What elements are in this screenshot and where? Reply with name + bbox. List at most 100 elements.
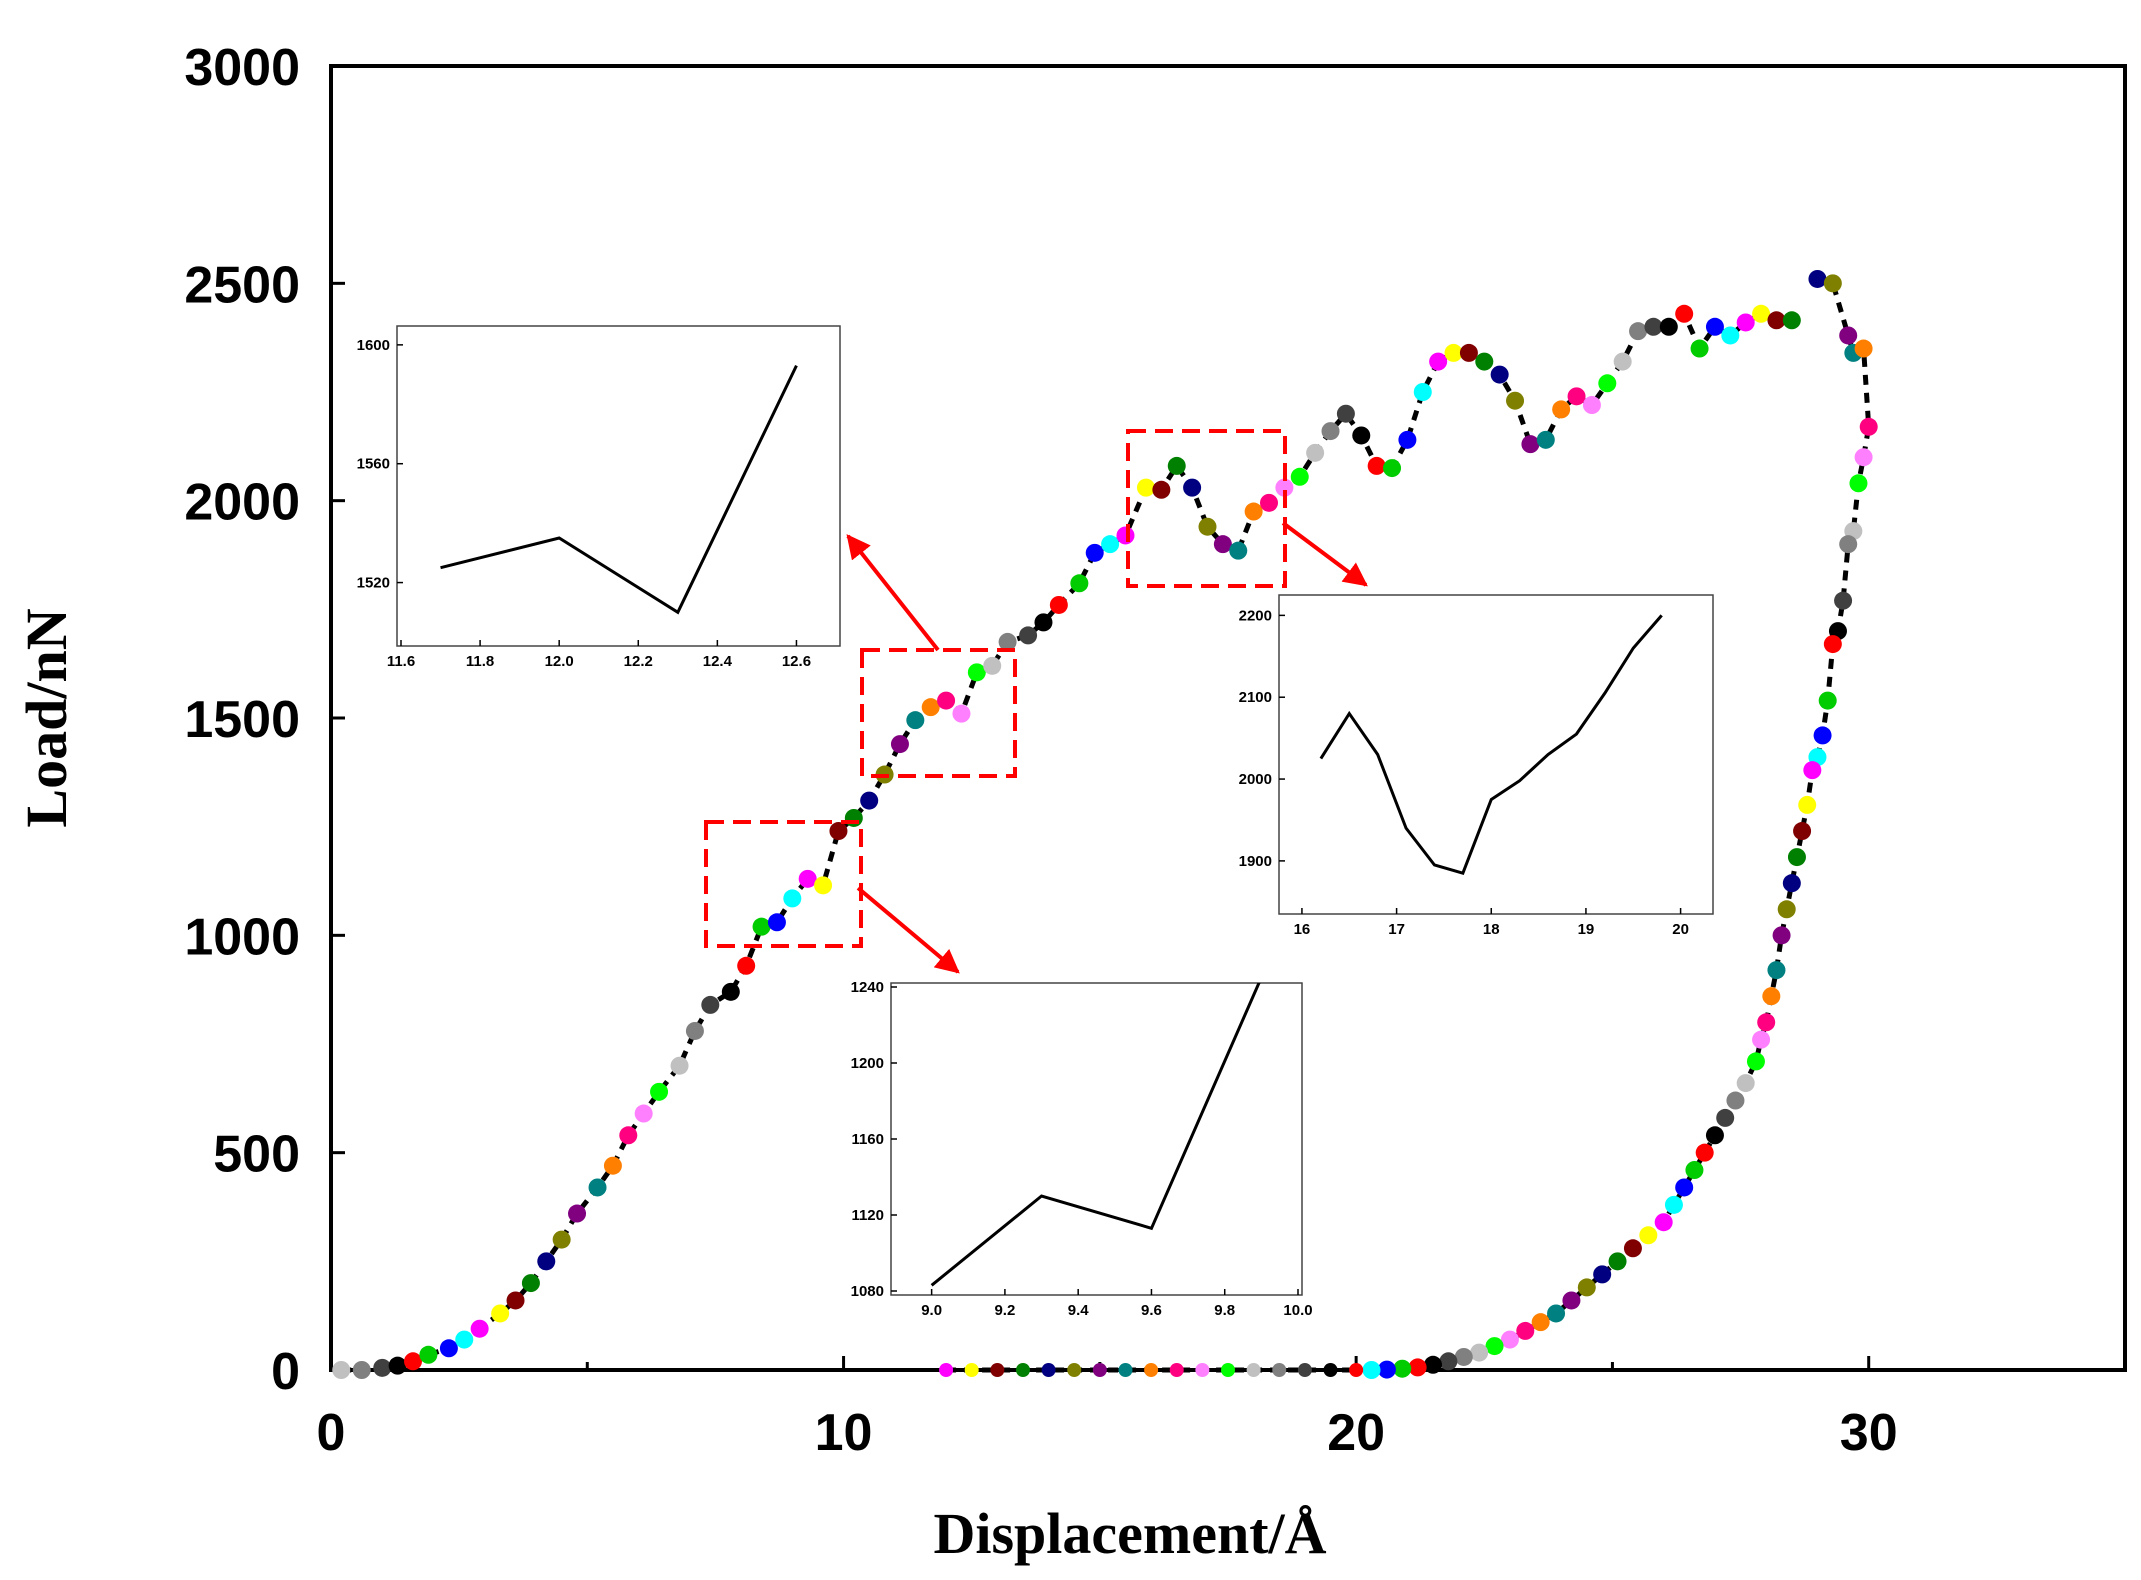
y-tick-label: 3000 xyxy=(184,39,300,97)
inset-c-frame xyxy=(890,982,1303,1296)
loading-point xyxy=(603,1156,622,1175)
unloading-point xyxy=(1839,326,1858,345)
unloading-point xyxy=(1516,1321,1535,1340)
loading-point xyxy=(1229,541,1248,560)
loading-point xyxy=(1183,478,1202,497)
inset-a-x-tick-label: 11.6 xyxy=(387,653,415,670)
inset-b-x-tick-label: 17 xyxy=(1388,921,1405,938)
loading-point xyxy=(650,1082,669,1101)
loading-point xyxy=(1675,304,1694,323)
unloading-point xyxy=(1623,1239,1642,1258)
baseline-point xyxy=(1041,1363,1056,1377)
loading-point xyxy=(588,1178,607,1197)
inset-a-x-tick-label: 12.4 xyxy=(703,653,733,670)
inset-a-x-tick-label: 12.0 xyxy=(545,653,574,670)
loading-point xyxy=(1034,613,1053,632)
inset-b: 16 17 18 19 20 1900 2000 2100 2200 xyxy=(1239,594,1714,938)
inset-c-y-tick-label: 1160 xyxy=(851,1131,884,1148)
unloading-point xyxy=(1787,848,1806,867)
highlight-box-c xyxy=(704,820,863,948)
loading-point xyxy=(721,982,740,1001)
loading-point xyxy=(1101,535,1120,554)
loading-point xyxy=(685,1021,704,1040)
loading-point xyxy=(670,1056,689,1075)
loading-point xyxy=(844,808,863,827)
loading-point xyxy=(1275,478,1294,497)
loading-point xyxy=(814,876,833,895)
inset-c-y-tick-label: 1240 xyxy=(851,979,884,996)
unloading-point xyxy=(1639,1226,1658,1245)
x-tick-label: 10 xyxy=(815,1404,873,1462)
unloading-point xyxy=(1454,1347,1473,1366)
inset-c-y-tick-label: 1120 xyxy=(851,1207,884,1224)
loading-point xyxy=(1116,526,1135,545)
unloading-point xyxy=(1439,1352,1458,1371)
unloading-point xyxy=(1716,1108,1735,1127)
loading-point xyxy=(1490,365,1509,384)
inset-b-y-tick-label: 2000 xyxy=(1239,771,1272,788)
loading-point xyxy=(352,1361,371,1379)
loading-point xyxy=(1413,383,1432,401)
y-tick-label: 500 xyxy=(213,1126,300,1184)
loading-point xyxy=(404,1352,423,1371)
loading-point xyxy=(890,735,909,754)
loading-point xyxy=(937,691,956,710)
unloading-point xyxy=(1675,1178,1694,1197)
unloading-point xyxy=(1531,1313,1550,1332)
inset-b-y-tick-label: 2100 xyxy=(1239,689,1272,706)
y-tick-label: 2000 xyxy=(184,474,300,532)
inset-a-y-tick-label: 1560 xyxy=(357,456,390,473)
loading-point xyxy=(906,711,925,730)
loading-point xyxy=(1475,352,1494,371)
unloading-point xyxy=(1859,417,1878,436)
loading-point xyxy=(860,791,879,810)
loading-point xyxy=(1721,326,1740,345)
unloading-point xyxy=(1746,1052,1765,1071)
loading-point xyxy=(1367,456,1386,475)
unloading-point xyxy=(1777,900,1796,919)
inset-c-x-tick-label: 9.8 xyxy=(1214,1302,1235,1319)
loading-point xyxy=(634,1104,653,1123)
loading-point xyxy=(388,1356,407,1375)
arrow-to-inset-b xyxy=(1281,521,1368,587)
main-ticks: 0 10 20 30 0 500 1000 1500 2000 2500 3000 xyxy=(184,39,1897,1462)
loading-point xyxy=(998,632,1017,651)
y-tick-label: 0 xyxy=(271,1343,300,1401)
unloading-point xyxy=(1547,1304,1566,1323)
loading-point xyxy=(1085,543,1104,562)
loading-point xyxy=(1352,426,1371,445)
unloading-point xyxy=(1424,1355,1443,1374)
baseline-point xyxy=(990,1363,1005,1377)
loading-point xyxy=(1552,400,1571,419)
inset-a-y-tick-label: 1600 xyxy=(357,337,390,354)
unloading-point xyxy=(1782,874,1801,893)
unloading-point xyxy=(1818,691,1837,710)
loading-point xyxy=(619,1126,638,1145)
unloading-point xyxy=(1854,339,1873,358)
highlight-box-b xyxy=(1126,429,1287,588)
unloading-point xyxy=(1726,1091,1745,1110)
loading-point xyxy=(521,1274,540,1293)
unloading-point xyxy=(1408,1358,1427,1377)
inset-a-x-tick-label: 12.2 xyxy=(624,653,653,670)
inset-b-y-tick-label: 2200 xyxy=(1239,607,1272,624)
unloading-point xyxy=(1793,822,1812,841)
loading-point xyxy=(373,1358,392,1377)
inset-b-frame xyxy=(1278,594,1714,915)
baseline-point xyxy=(1323,1363,1338,1377)
loading-point xyxy=(1306,443,1325,462)
loading-point xyxy=(537,1252,556,1271)
loading-point xyxy=(1782,311,1801,330)
unloading-point xyxy=(1377,1360,1396,1379)
loading-point xyxy=(701,995,720,1014)
unloading-point xyxy=(1839,535,1858,554)
loading-point xyxy=(1644,317,1663,336)
y-axis-title: Load/nN xyxy=(14,608,79,827)
unloading-point xyxy=(1577,1278,1596,1297)
loading-point xyxy=(1213,535,1232,554)
loading-point xyxy=(1070,574,1089,593)
loading-point xyxy=(506,1291,525,1310)
loading-point xyxy=(1521,435,1540,454)
unloading-point xyxy=(1485,1337,1504,1356)
loading-point xyxy=(1260,493,1279,512)
